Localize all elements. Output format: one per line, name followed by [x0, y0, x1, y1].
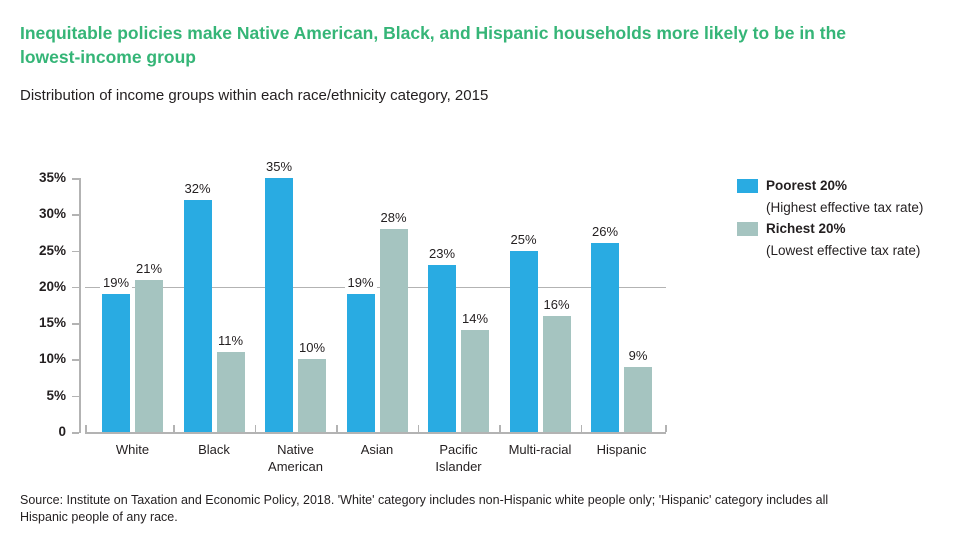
- y-axis-tick: [72, 395, 79, 398]
- y-axis-label: 0: [58, 424, 66, 439]
- y-axis-tick: [72, 323, 79, 325]
- bar-asian-richest-20: [379, 228, 408, 432]
- y-axis-label: 5%: [46, 387, 66, 403]
- bar-value-label-multi-racial-richest-20: 16%: [540, 296, 573, 313]
- bar-value-label-asian-richest-20: 28%: [377, 209, 410, 226]
- y-axis-label: 30%: [38, 206, 66, 222]
- y-axis-label: 25%: [38, 242, 66, 258]
- x-axis-tick: [336, 425, 338, 432]
- bar-value-label-native-american-richest-20: 10%: [295, 340, 329, 357]
- legend-label-richest: Richest 20%: [766, 221, 846, 236]
- bar-value-label-white-richest-20: 21%: [132, 260, 166, 277]
- y-axis-label: 10%: [38, 351, 66, 367]
- bar-value-label-multi-racial-poorest-20: 25%: [507, 231, 540, 248]
- chart-canvas: 35% 30% 25% 20% 15% 10% 5% 0 19% 32% 35% 19% 23% 25% 2…: [0, 140, 972, 485]
- x-axis-tick: [417, 425, 420, 432]
- x-axis-label-black: Black: [198, 442, 230, 457]
- x-axis-tick: [173, 425, 175, 432]
- bar-white-poorest-20: [102, 294, 130, 432]
- y-axis-label: 15%: [38, 315, 66, 331]
- bar-black-poorest-20: [183, 199, 212, 432]
- bar-value-label-pacific-islander-richest-20: 14%: [458, 311, 492, 328]
- bar-hispanic-richest-20: [624, 366, 652, 432]
- x-axis-tick: [580, 425, 583, 432]
- bar-asian-poorest-20: [346, 294, 375, 432]
- legend-item-poorest: Poorest 20% (Highest effective tax rate): [737, 175, 923, 218]
- chart-subtitle: Distribution of income groups within eac…: [20, 87, 489, 104]
- y-axis-tick: [72, 178, 79, 180]
- bar-hispanic-poorest-20: [591, 243, 619, 432]
- bar-value-label-native-american-poorest-20: 35%: [262, 159, 296, 175]
- x-axis-tick: [665, 425, 667, 432]
- chart-title: Inequitable policies make Native America…: [20, 23, 846, 67]
- x-axis-label-pacific-islander: Pacific Islander: [435, 442, 482, 474]
- x-axis-tick: [85, 425, 87, 432]
- y-axis-label: 20%: [38, 278, 66, 294]
- x-axis-tick: [499, 425, 501, 432]
- legend-swatch-poorest-icon: [737, 179, 758, 193]
- y-axis-tick: [72, 359, 79, 361]
- legend-swatch-richest-icon: [737, 222, 758, 236]
- y-axis-tick: [72, 214, 79, 216]
- bar-value-label-black-poorest-20: 32%: [181, 180, 214, 197]
- bar-value-label-hispanic-richest-20: 9%: [625, 347, 651, 364]
- legend-item-richest: Richest 20% (Lowest effective tax rate): [737, 218, 923, 261]
- bar-white-richest-20: [135, 279, 163, 432]
- bar-native-american-poorest-20: [265, 178, 293, 432]
- x-axis-label-hispanic: Hispanic: [596, 442, 647, 457]
- source-note: Source: Institute on Taxation and Econom…: [20, 493, 829, 524]
- legend-label-poorest: Poorest 20%: [766, 178, 848, 193]
- x-axis-label-multi-racial: Multi-racial: [508, 442, 572, 457]
- y-axis-tick: [72, 286, 79, 289]
- bar-pacific-islander-poorest-20: [428, 265, 456, 432]
- y-axis-line: [79, 178, 81, 433]
- legend: Poorest 20% (Highest effective tax rate)…: [737, 175, 923, 261]
- y-axis-tick: [72, 250, 79, 253]
- bar-value-label-black-richest-20: 11%: [214, 333, 247, 350]
- bar-value-label-pacific-islander-poorest-20: 23%: [425, 246, 459, 263]
- y-axis-tick: [72, 432, 79, 434]
- bar-value-label-hispanic-poorest-20: 26%: [588, 224, 622, 241]
- bar-black-richest-20: [216, 352, 245, 432]
- bar-multi-racial-richest-20: [542, 315, 571, 432]
- legend-sublabel-richest: (Lowest effective tax rate): [766, 242, 921, 258]
- x-axis-label-white: White: [115, 442, 150, 457]
- bar-value-label-asian-poorest-20: 19%: [344, 275, 377, 292]
- bar-value-label-white-poorest-20: 19%: [99, 275, 133, 292]
- x-axis-line: [85, 432, 666, 434]
- x-axis-label-native-american: Native American: [268, 442, 323, 474]
- bar-native-american-richest-20: [298, 359, 326, 432]
- x-axis-label-asian: Asian: [360, 442, 394, 457]
- y-axis-label: 35%: [38, 170, 66, 185]
- bar-pacific-islander-richest-20: [461, 330, 489, 432]
- legend-sublabel-poorest: (Highest effective tax rate): [766, 199, 924, 215]
- x-axis-tick: [254, 425, 257, 432]
- bar-multi-racial-poorest-20: [509, 250, 538, 432]
